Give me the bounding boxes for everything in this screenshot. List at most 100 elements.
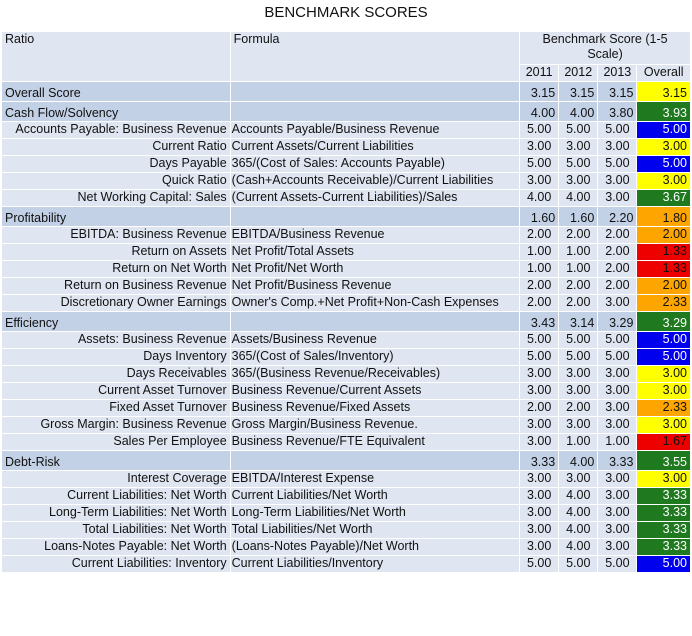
- year-score-cell: 1.60: [559, 207, 598, 226]
- overall-header: Overall: [637, 65, 690, 81]
- overall-score-cell: 5.00: [637, 349, 690, 365]
- formula-cell: (Current Assets-Current Liabilities)/Sal…: [230, 190, 520, 206]
- table-row: Quick Ratio (Cash+Accounts Receivable)/Cu…: [2, 173, 690, 189]
- section-row: Debt-Risk 3.33 4.00 3.33 3.55: [2, 451, 690, 470]
- year-score-cell: 5.00: [520, 122, 559, 138]
- overall-score-cell: 3.29: [637, 312, 690, 331]
- ratio-label: Current Ratio: [2, 139, 230, 155]
- overall-score-cell: 5.00: [637, 556, 690, 572]
- year-score-cell: 4.00: [559, 522, 598, 538]
- overall-score-cell: 1.33: [637, 261, 690, 277]
- year-score-cell: 1.00: [520, 244, 559, 260]
- year-score-cell: 3.15: [598, 82, 637, 101]
- year-score-cell: 3.00: [520, 522, 559, 538]
- table-row: Interest Coverage EBITDA/Interest Expense…: [2, 471, 690, 487]
- year-score-cell: 3.00: [598, 417, 637, 433]
- ratio-label: Days Inventory: [2, 349, 230, 365]
- table-row: Current Liabilities: Net Worth Current Li…: [2, 488, 690, 504]
- year-score-cell: 3.00: [598, 505, 637, 521]
- table-row: Discretionary Owner Earnings Owner's Comp…: [2, 295, 690, 311]
- section-label: Cash Flow/Solvency: [2, 102, 230, 121]
- overall-score-cell: 3.33: [637, 505, 690, 521]
- overall-score-cell: 1.33: [637, 244, 690, 260]
- year-score-cell: 3.00: [559, 366, 598, 382]
- year-score-cell: 3.00: [598, 295, 637, 311]
- overall-score-cell: 2.00: [637, 278, 690, 294]
- overall-score-cell: 2.33: [637, 400, 690, 416]
- ratio-label: Assets: Business Revenue: [2, 332, 230, 348]
- ratio-label: Loans-Notes Payable: Net Worth: [2, 539, 230, 555]
- year-score-cell: 3.14: [559, 312, 598, 331]
- ratio-label: Current Liabilities: Net Worth: [2, 488, 230, 504]
- formula-cell: Gross Margin/Business Revenue.: [230, 417, 520, 433]
- table-row: Current Asset Turnover Business Revenue/C…: [2, 383, 690, 399]
- year-score-cell: 5.00: [598, 556, 637, 572]
- section-row: Profitability 1.60 1.60 2.20 1.80: [2, 207, 690, 226]
- header-row-1: Ratio Formula Benchmark Score (1-5 Scale…: [2, 32, 690, 81]
- year-score-cell: 2.00: [598, 244, 637, 260]
- year-score-cell: 3.00: [520, 417, 559, 433]
- year-score-cell: 3.00: [598, 366, 637, 382]
- overall-score-cell: 2.00: [637, 227, 690, 243]
- overall-score-cell: 3.33: [637, 522, 690, 538]
- year-score-cell: 3.00: [520, 488, 559, 504]
- year-score-cell: 4.00: [559, 539, 598, 555]
- year-score-cell: 3.00: [559, 139, 598, 155]
- year-score-cell: 5.00: [559, 122, 598, 138]
- year-score-cell: 3.80: [598, 102, 637, 121]
- formula-cell: Accounts Payable/Business Revenue: [230, 122, 520, 138]
- benchmark-header: Benchmark Score (1-5 Scale): [520, 32, 690, 64]
- formula-cell: [230, 82, 520, 101]
- year-score-cell: 4.00: [559, 505, 598, 521]
- overall-score-cell: 3.00: [637, 173, 690, 189]
- table-row: Current Ratio Current Assets/Current Liab…: [2, 139, 690, 155]
- year-score-cell: 3.15: [520, 82, 559, 101]
- year-score-cell: 3.00: [598, 400, 637, 416]
- year-header: 2013: [598, 65, 637, 81]
- year-score-cell: 3.00: [598, 139, 637, 155]
- overall-score-cell: 3.00: [637, 366, 690, 382]
- year-score-cell: 3.15: [559, 82, 598, 101]
- year-score-cell: 2.00: [520, 295, 559, 311]
- ratio-label: Return on Net Worth: [2, 261, 230, 277]
- overall-score-cell: 3.33: [637, 488, 690, 504]
- formula-cell: (Cash+Accounts Receivable)/Current Liabi…: [230, 173, 520, 189]
- ratio-label: Sales Per Employee: [2, 434, 230, 450]
- header-row-2: 2011 2012 2013 Overall: [2, 65, 690, 81]
- formula-cell: [230, 207, 520, 226]
- overall-score-cell: 5.00: [637, 332, 690, 348]
- year-score-cell: 5.00: [598, 122, 637, 138]
- year-score-cell: 2.00: [598, 227, 637, 243]
- year-score-cell: 3.00: [559, 383, 598, 399]
- year-header: 2011: [520, 65, 559, 81]
- year-score-cell: 1.00: [598, 434, 637, 450]
- year-score-cell: 1.00: [559, 261, 598, 277]
- year-score-cell: 5.00: [559, 556, 598, 572]
- overall-score-cell: 5.00: [637, 122, 690, 138]
- year-score-cell: 3.00: [520, 383, 559, 399]
- overall-score-cell: 3.93: [637, 102, 690, 121]
- ratio-label: Interest Coverage: [2, 471, 230, 487]
- table-row: Accounts Payable: Business Revenue Accoun…: [2, 122, 690, 138]
- ratio-label: Current Asset Turnover: [2, 383, 230, 399]
- ratio-label: Net Working Capital: Sales: [2, 190, 230, 206]
- formula-cell: EBITDA/Business Revenue: [230, 227, 520, 243]
- overall-score-cell: 1.67: [637, 434, 690, 450]
- formula-cell: Business Revenue/Fixed Assets: [230, 400, 520, 416]
- year-score-cell: 5.00: [559, 332, 598, 348]
- year-score-cell: 5.00: [559, 156, 598, 172]
- year-score-cell: 5.00: [520, 156, 559, 172]
- year-score-cell: 5.00: [520, 556, 559, 572]
- formula-cell: EBITDA/Interest Expense: [230, 471, 520, 487]
- formula-cell: Owner's Comp.+Net Profit+Non-Cash Expens…: [230, 295, 520, 311]
- formula-cell: Long-Term Liabilities/Net Worth: [230, 505, 520, 521]
- year-score-cell: 3.00: [598, 488, 637, 504]
- section-label: Profitability: [2, 207, 230, 226]
- year-score-cell: 2.00: [520, 227, 559, 243]
- year-score-cell: 3.00: [598, 539, 637, 555]
- ratio-label: Days Receivables: [2, 366, 230, 382]
- year-score-cell: 3.00: [598, 471, 637, 487]
- year-score-cell: 4.00: [520, 190, 559, 206]
- table-row: Return on Business Revenue Net Profit/Bus…: [2, 278, 690, 294]
- year-score-cell: 1.60: [520, 207, 559, 226]
